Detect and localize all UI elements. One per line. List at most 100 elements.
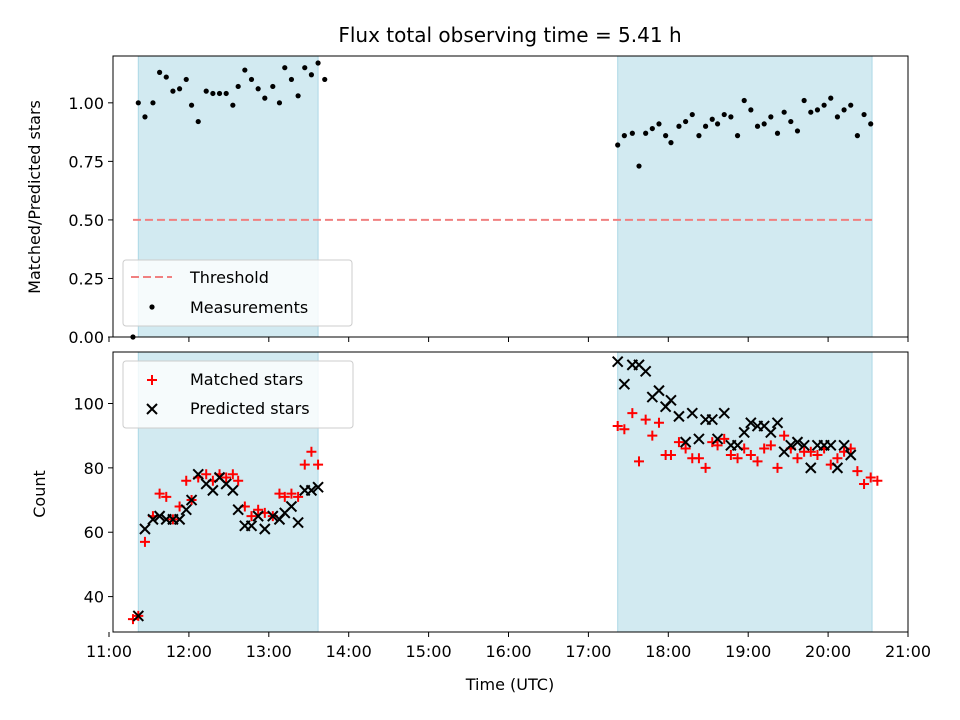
y-tick-label: 80	[84, 459, 104, 478]
data-point	[248, 76, 255, 83]
data-point	[201, 469, 212, 480]
x-tick-label: 18:00	[645, 642, 691, 661]
top-y-axis-label: Matched/Predicted stars	[25, 100, 44, 294]
data-point	[841, 107, 847, 113]
data-point	[785, 439, 797, 452]
data-point	[286, 488, 297, 499]
data-point	[754, 123, 761, 129]
data-point	[686, 407, 698, 419]
axes-frame	[112, 55, 909, 338]
x-tick-label: 13:00	[246, 642, 292, 661]
data-point	[636, 163, 642, 169]
data-point	[712, 440, 723, 451]
data-point	[745, 449, 756, 460]
data-point	[656, 121, 662, 127]
data-point	[798, 439, 810, 452]
data-point	[322, 76, 328, 83]
legend-predicted-swatch	[146, 403, 158, 415]
data-point	[274, 488, 285, 499]
data-point	[731, 439, 744, 452]
data-point	[696, 133, 702, 139]
data-point	[308, 72, 315, 78]
data-point	[639, 365, 652, 378]
data-point	[761, 121, 767, 127]
data-point	[154, 488, 165, 499]
legend-measurements-swatch	[149, 304, 155, 310]
data-point	[185, 494, 198, 506]
legend-measurements-label: Measurements	[190, 298, 308, 317]
data-point	[612, 421, 623, 432]
data-point	[629, 130, 635, 136]
x-tick-label: 19:00	[725, 642, 771, 661]
data-point	[765, 426, 777, 439]
x-axis-label: Time (UTC)	[465, 675, 554, 694]
data-point	[253, 504, 264, 515]
data-point	[634, 456, 645, 467]
y-tick-label: 0.50	[68, 211, 104, 230]
data-point	[700, 462, 711, 473]
data-point	[139, 523, 151, 535]
data-point	[663, 133, 669, 139]
data-point	[689, 111, 695, 118]
data-point	[653, 384, 665, 397]
legend-bottom: Matched stars Predicted stars	[122, 360, 354, 429]
data-point	[693, 433, 705, 445]
data-point	[693, 453, 704, 464]
data-point	[734, 133, 741, 139]
y-tick-label: 0.25	[68, 269, 104, 288]
data-point	[246, 511, 257, 522]
data-point	[774, 130, 781, 136]
data-point	[745, 417, 757, 429]
data-point	[831, 462, 844, 474]
data-point	[299, 459, 310, 470]
y-tick-label: 100	[73, 394, 104, 413]
data-point	[868, 121, 874, 127]
data-point	[805, 446, 816, 457]
data-point	[302, 65, 308, 71]
data-point	[621, 133, 627, 139]
data-point	[821, 102, 827, 108]
data-point	[312, 481, 324, 493]
x-tick-label: 16:00	[485, 642, 531, 661]
data-point	[245, 520, 258, 532]
data-point	[207, 484, 219, 497]
data-point	[759, 443, 770, 454]
data-point	[738, 426, 750, 439]
data-point	[794, 128, 801, 134]
data-point	[285, 500, 298, 513]
legend-matched-label: Matched stars	[190, 370, 303, 389]
data-point	[210, 90, 216, 97]
x-tick-label: 15:00	[406, 642, 452, 661]
data-point	[865, 472, 876, 483]
data-point	[832, 453, 843, 464]
data-point	[814, 107, 821, 113]
data-point	[665, 394, 677, 406]
data-point	[252, 510, 264, 522]
data-point	[676, 123, 682, 129]
series-x	[132, 355, 857, 622]
data-point	[679, 436, 692, 448]
data-point	[255, 86, 261, 92]
data-point	[132, 610, 145, 622]
data-point	[618, 378, 631, 390]
data-point	[163, 74, 169, 80]
data-point	[181, 475, 192, 486]
data-point	[279, 491, 290, 502]
data-point	[801, 97, 807, 104]
data-point	[306, 446, 317, 457]
data-point	[259, 523, 271, 535]
data-point	[768, 114, 774, 120]
y-tick-label: 40	[84, 588, 104, 607]
data-point	[640, 414, 651, 425]
data-point	[834, 114, 841, 120]
data-point	[315, 60, 321, 66]
data-point	[227, 469, 238, 480]
x-tick-label: 20:00	[805, 642, 851, 661]
data-point	[142, 114, 148, 120]
data-point	[619, 424, 630, 435]
data-point	[854, 133, 860, 139]
y-tick-label: 60	[84, 523, 104, 542]
chart-title: Flux total observing time = 5.41 h	[338, 23, 681, 47]
data-point	[828, 95, 834, 101]
